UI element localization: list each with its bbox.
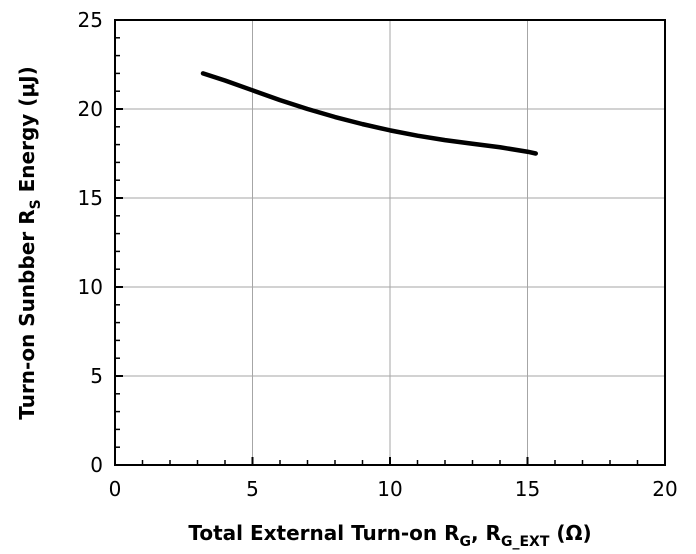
y-tick-label: 15 — [78, 186, 103, 210]
axis-ticks — [114, 19, 666, 466]
x-tick-labels: 0 5 10 15 20 — [109, 477, 678, 501]
x-tick-label: 15 — [515, 477, 540, 501]
y-tick-label: 0 — [90, 453, 103, 477]
x-tick-label: 5 — [246, 477, 259, 501]
series-line — [200, 71, 538, 156]
x-tick-label: 10 — [377, 477, 402, 501]
x-axis-label: Total External Turn-on RG, RG_EXT (Ω) — [188, 521, 591, 550]
y-tick-label: 5 — [90, 364, 103, 388]
y-tick-labels: 0 5 10 15 20 25 — [78, 8, 103, 477]
y-tick-label: 10 — [78, 275, 103, 299]
y-axis-label: Turn-on Sunbber RS Energy (μJ) — [15, 66, 44, 419]
y-tick-label: 20 — [78, 97, 103, 121]
y-tick-label: 25 — [78, 8, 103, 32]
grid-lines — [114, 19, 666, 466]
x-tick-label: 0 — [109, 477, 122, 501]
x-tick-label: 20 — [652, 477, 677, 501]
